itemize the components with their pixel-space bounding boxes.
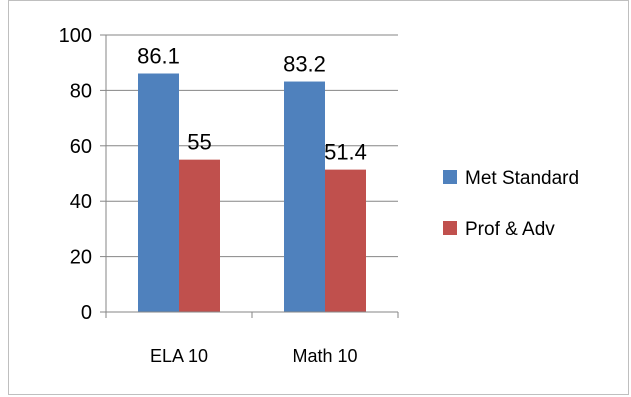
bar: [284, 81, 325, 312]
legend-swatch: [443, 170, 457, 184]
x-axis-categories: ELA 10 Math 10: [150, 346, 358, 366]
data-label: 83.2: [283, 52, 326, 77]
axes: [105, 35, 399, 318]
legend-label: Prof & Adv: [465, 219, 555, 240]
x-category-label: ELA 10: [150, 346, 208, 366]
data-label: 55: [187, 130, 211, 155]
legend-swatch: [443, 221, 457, 235]
y-tick-label: 20: [70, 247, 92, 269]
y-tick-label: 100: [59, 25, 92, 47]
y-tick-label: 80: [70, 80, 92, 102]
legend-label: Met Standard: [465, 168, 579, 189]
legend: Met Standard Prof & Adv: [443, 168, 579, 240]
bars: [138, 73, 366, 313]
y-axis-ticks: 0 20 40 60 80 100: [59, 25, 106, 324]
y-tick-label: 60: [70, 136, 92, 158]
bar: [138, 73, 179, 313]
bar: [325, 169, 366, 312]
data-label: 51.4: [324, 140, 367, 165]
x-category-label: Math 10: [292, 346, 357, 366]
bar: [179, 159, 220, 312]
data-label: 86.1: [137, 44, 180, 69]
data-labels: 86.1 55 83.2 51.4: [137, 44, 367, 165]
y-tick-label: 40: [70, 191, 92, 213]
y-tick-label: 0: [81, 302, 92, 324]
